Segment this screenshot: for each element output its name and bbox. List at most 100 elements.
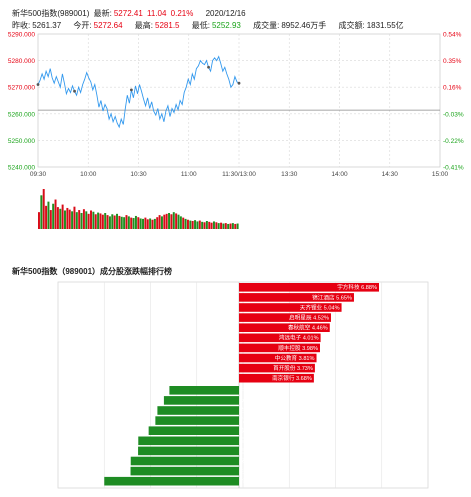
- percent-tick-label: -0.41%: [443, 165, 464, 172]
- volume-bar: [73, 206, 76, 229]
- volume-bar: [118, 215, 121, 229]
- percent-tick-label: -0.22%: [443, 138, 464, 145]
- volume-bar: [175, 213, 178, 229]
- loser-bar: [148, 426, 239, 435]
- time-tick-label: 14:00: [331, 171, 348, 178]
- change-value: 11.04: [147, 9, 167, 18]
- volume-bar: [42, 189, 45, 229]
- price-line-series: [36, 55, 241, 129]
- price-tick-label: 5290.000: [8, 32, 35, 39]
- time-tick-label: 14:30: [382, 171, 399, 178]
- high-value: 5281.5: [155, 21, 180, 30]
- percent-tick-label: 0.16%: [443, 85, 462, 92]
- volume-bar: [160, 216, 163, 229]
- volume-bar: [99, 213, 102, 229]
- volume-bar: [201, 221, 204, 229]
- volume-bar: [210, 222, 213, 229]
- volume-bar: [90, 210, 92, 229]
- gainer-bar: [239, 283, 379, 292]
- gainer-bar: [239, 363, 315, 373]
- volume-bar: [64, 210, 66, 229]
- volume-bar: [236, 223, 239, 229]
- volume-bar: [142, 218, 145, 229]
- volume-bar: [92, 211, 95, 229]
- volume-bar: [217, 223, 220, 229]
- loser-label: 亿联网络 -4.11%: [241, 417, 282, 425]
- prev-close-value: 5261.37: [32, 21, 62, 30]
- volume-bar: [97, 212, 100, 229]
- volume-bar: [134, 215, 137, 229]
- gainer-bar: [239, 353, 317, 363]
- volume-bar: [101, 214, 104, 229]
- price-tick-label: 5270.000: [8, 85, 35, 92]
- volume-value: 8952.46万手: [281, 21, 327, 30]
- volume-bar: [165, 213, 168, 229]
- volume-bar: [38, 212, 40, 229]
- time-axis: 09:30 10:00 10:30 11:00 11:30/13:00 13:30 14:0…: [30, 171, 449, 178]
- volume-bar: [172, 212, 175, 229]
- volume-bar: [170, 214, 173, 229]
- price-tick-label: 5280.000: [8, 58, 35, 65]
- volume-bar: [139, 218, 142, 229]
- gainer-bar: [239, 373, 314, 383]
- volume-bar: [215, 222, 218, 229]
- volume-bar: [80, 213, 83, 229]
- gainer-bar: [239, 333, 321, 343]
- volume-bar: [123, 217, 126, 229]
- loser-bar: [169, 386, 239, 395]
- volume-bar: [56, 207, 59, 229]
- volume-bar: [203, 222, 206, 229]
- open-value: 5272.64: [93, 21, 123, 30]
- time-tick-label: 10:00: [80, 171, 97, 178]
- prev-close-label: 昨收:: [12, 21, 31, 30]
- gainer-bar: [239, 313, 331, 322]
- volume-bar: [144, 217, 147, 229]
- price-marker: [207, 65, 210, 69]
- latest-value: 5272.41: [113, 9, 143, 18]
- time-tick-label: 13:30: [281, 171, 298, 178]
- loser-bar: [163, 396, 239, 405]
- ranking-title: 新华500指数（989001）成分股涨跌幅排行榜: [12, 267, 173, 276]
- volume-label: 成交量:: [253, 21, 280, 30]
- high-label: 最高:: [134, 21, 154, 30]
- volume-bar: [52, 203, 55, 229]
- volume-bar: [224, 223, 227, 229]
- gainer-label: 启明星辰 4.52%: [289, 314, 329, 322]
- gainer-bar: [239, 303, 342, 312]
- volume-bar: [137, 217, 140, 229]
- latest-label: 最新:: [93, 9, 112, 18]
- amount-label: 成交额:: [338, 21, 365, 30]
- price-tick-label: 5240.000: [8, 165, 35, 172]
- loser-bar: [130, 466, 239, 476]
- volume-bar: [179, 216, 182, 229]
- time-tick-label: 11:00: [181, 171, 197, 178]
- volume-bar: [108, 216, 111, 229]
- gainer-label: 鸿远电子 4.01%: [279, 334, 319, 342]
- volume-bar: [196, 221, 199, 229]
- price-marker: [237, 81, 241, 85]
- volume-bar: [47, 201, 50, 229]
- volume-bar: [198, 220, 201, 229]
- gainer-label: 天齐锂业 5.04%: [300, 303, 340, 311]
- volume-bar: [182, 217, 185, 229]
- price-marker: [129, 88, 133, 92]
- volume-bar: [94, 214, 97, 229]
- loser-label: 大参林 -3.69%: [241, 396, 277, 404]
- gainer-label: 南京银行 3.68%: [272, 374, 312, 382]
- time-tick-label: 10:30: [130, 171, 147, 178]
- volume-bar: [132, 218, 135, 229]
- loser-label: 安琪酵母 -5.32%: [241, 457, 283, 465]
- volume-bar: [212, 221, 215, 229]
- change-pct-value: 0.21%: [170, 9, 194, 18]
- volume-bar-series: [38, 189, 239, 229]
- percent-tick-label: -0.03%: [443, 111, 464, 118]
- volume-bar: [127, 216, 130, 229]
- volume-bar: [113, 215, 116, 229]
- volume-bar: [149, 218, 152, 229]
- gainer-label: 春秋航空 4.46%: [288, 324, 328, 332]
- loser-bar: [130, 456, 239, 466]
- index-name: 新华500指数(989001): [12, 9, 90, 18]
- loser-bar: [157, 406, 239, 415]
- volume-bar: [59, 208, 62, 229]
- low-label: 最低:: [191, 21, 210, 30]
